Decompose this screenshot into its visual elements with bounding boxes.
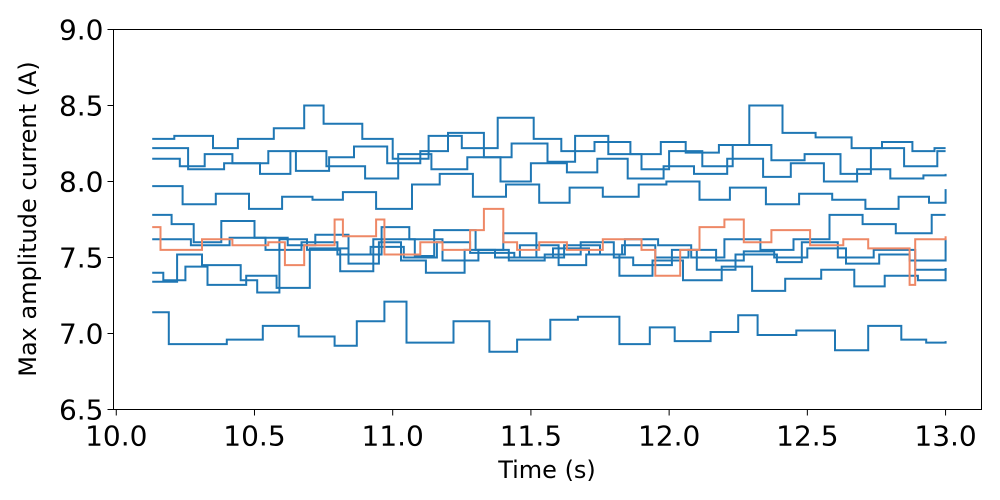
series-line-1: [152, 300, 947, 353]
series-layer: [152, 104, 947, 353]
x-tick-label: 12.0: [638, 420, 700, 453]
x-tick-label: 11.5: [500, 420, 562, 453]
y-tick-label: 8.0: [59, 166, 104, 199]
series-line-2: [152, 229, 947, 294]
x-tick-label: 10.5: [223, 420, 285, 453]
plot-frame: [113, 29, 982, 410]
series-line-8: [152, 147, 947, 183]
y-tick-label: 7.0: [59, 318, 104, 351]
series-line-7: [152, 172, 947, 210]
x-tick-label: 12.5: [776, 420, 838, 453]
y-axis-label: Max amplitude current (A): [14, 61, 42, 377]
series-line-4: [152, 241, 947, 292]
y-tick-label: 7.5: [59, 242, 104, 275]
x-axis-label: Time (s): [497, 456, 596, 484]
series-line-9: [152, 236, 947, 265]
x-tick-label: 13.0: [914, 420, 976, 453]
y-axis-ticks: 6.5 7.0 7.5 8.0 8.5 9.0: [59, 14, 114, 427]
y-tick-label: 6.5: [59, 394, 104, 427]
y-tick-label: 8.5: [59, 90, 104, 123]
series-line-6: [152, 131, 946, 175]
x-axis-ticks: 10.0 10.5 11.0 11.5 12.0 12.5 13.0: [85, 409, 977, 453]
x-tick-label: 10.0: [85, 420, 147, 453]
series-line-5: [152, 104, 946, 160]
x-tick-label: 11.0: [362, 420, 424, 453]
y-tick-label: 9.0: [59, 14, 104, 47]
series-line-10: [152, 207, 947, 286]
